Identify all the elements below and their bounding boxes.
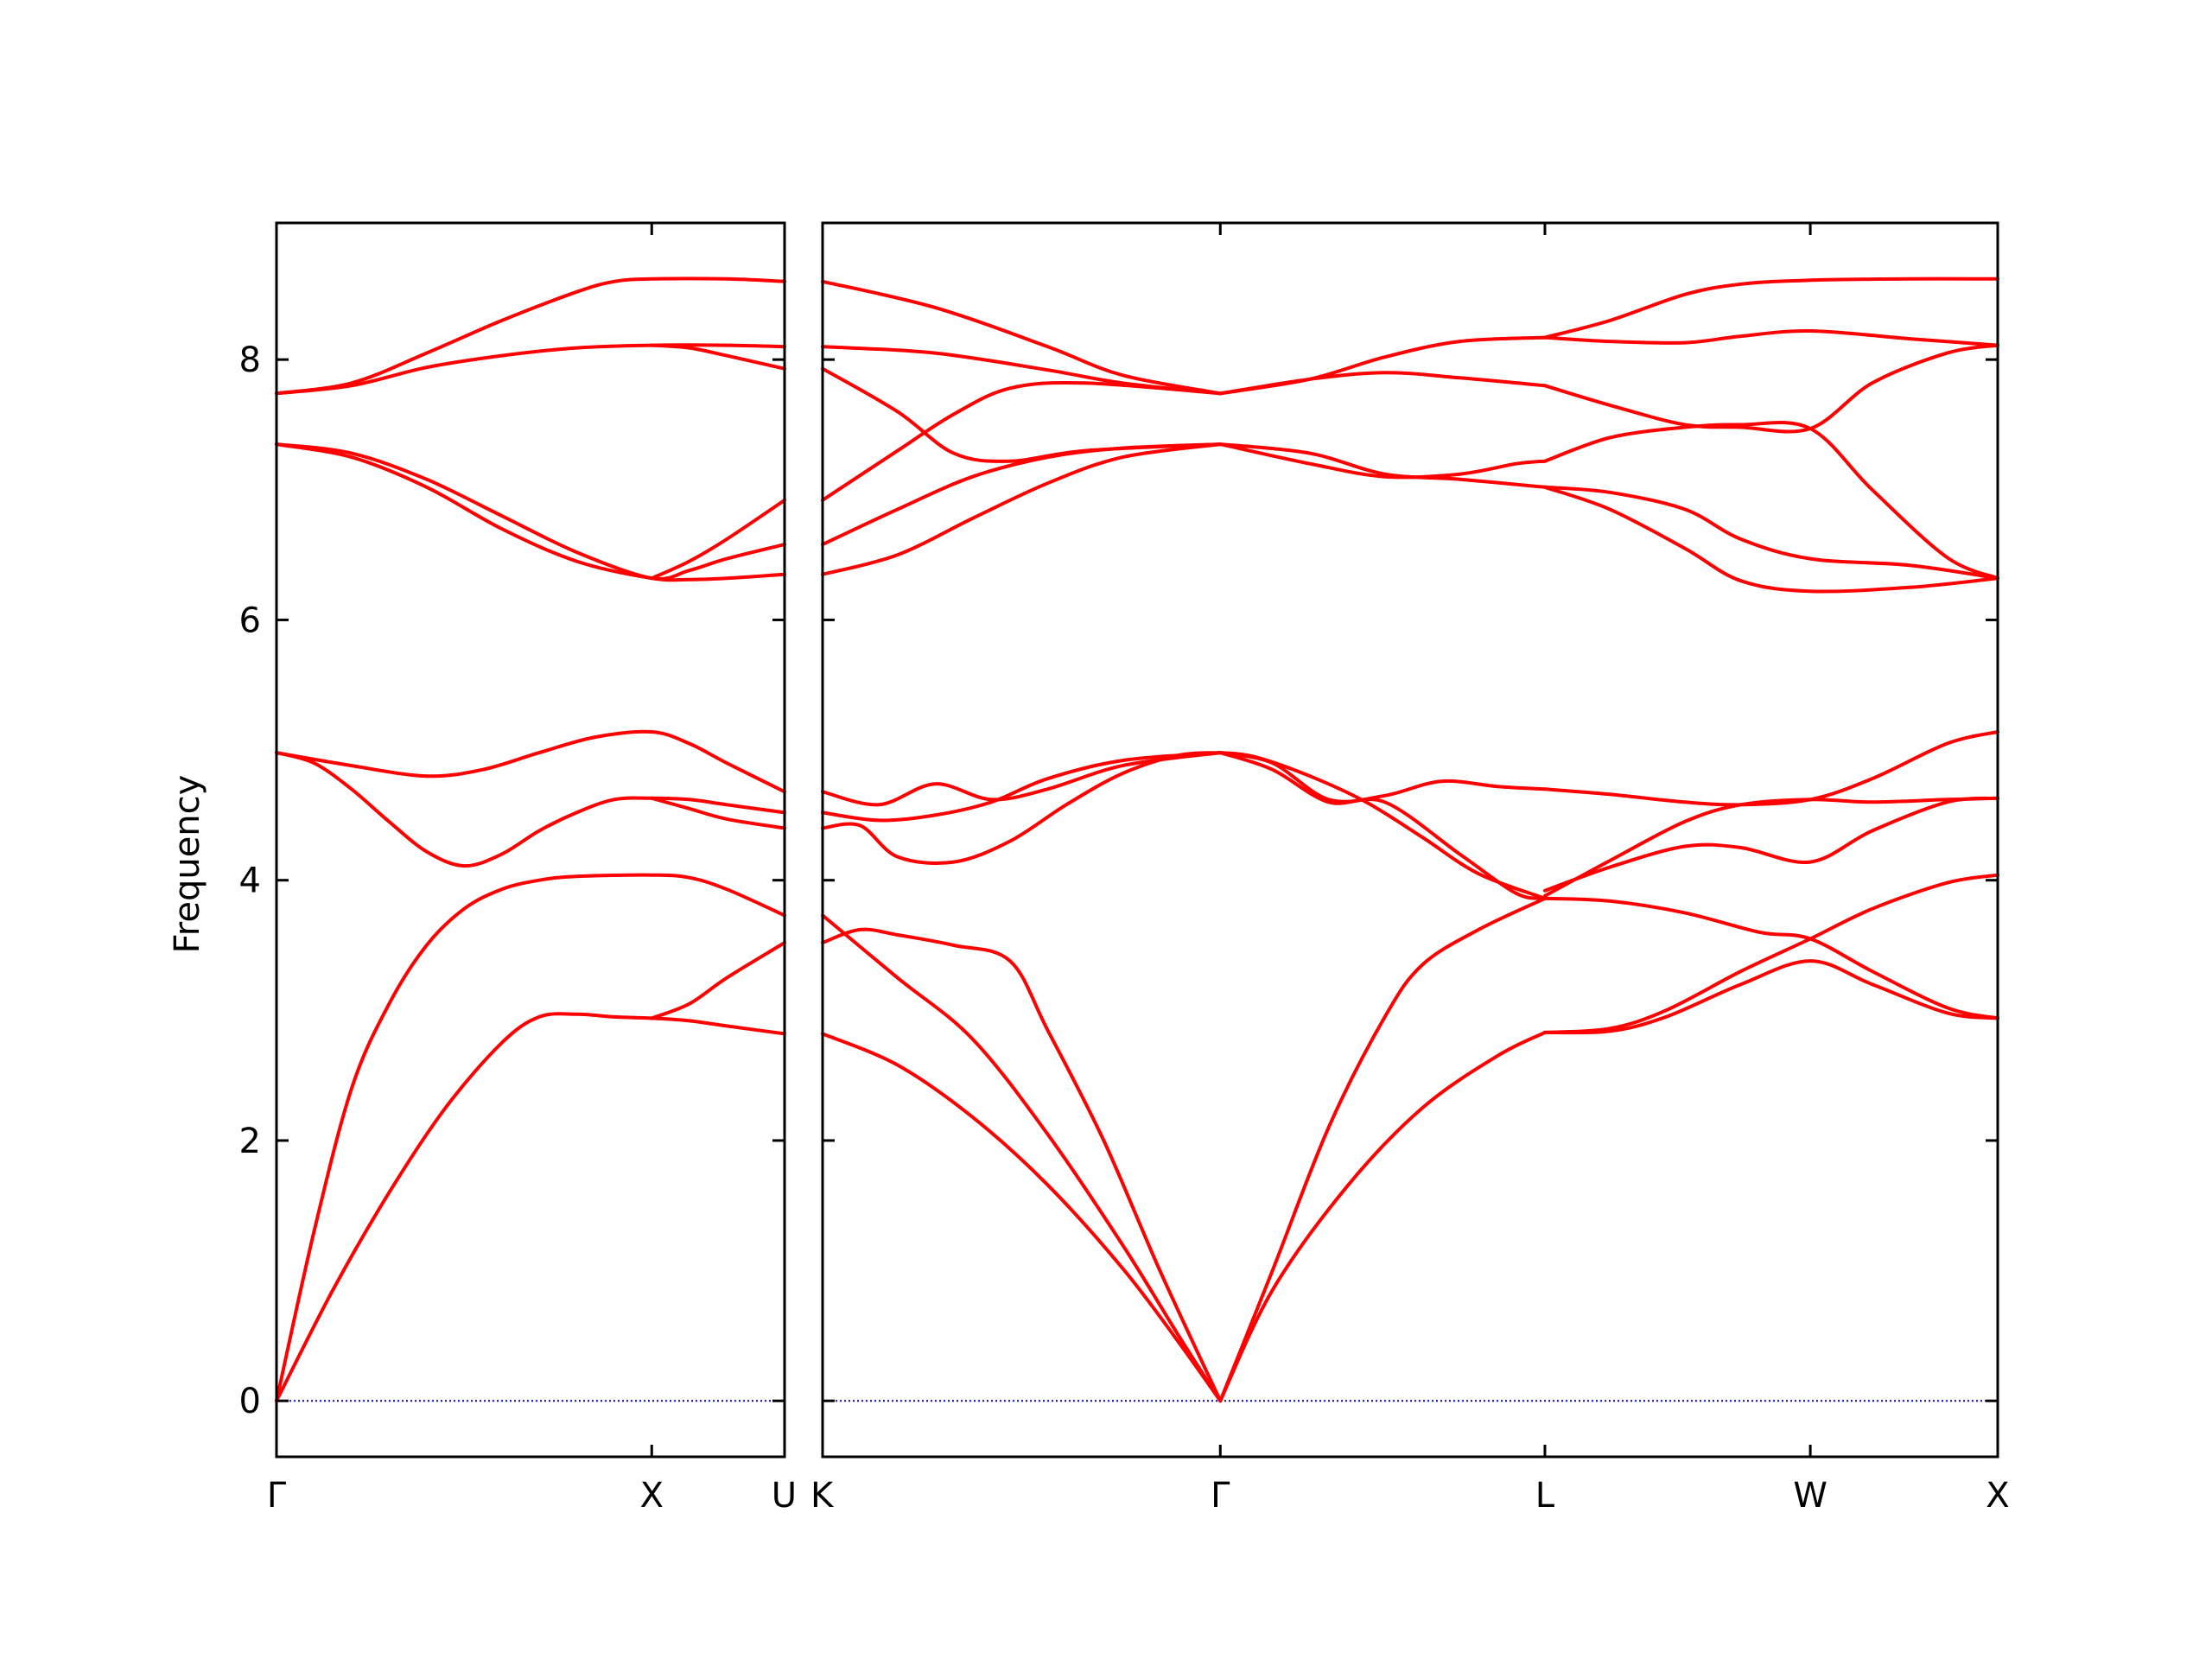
band-line	[275, 442, 786, 581]
band-line	[821, 927, 1223, 1403]
band-line	[650, 498, 786, 581]
band-line	[1543, 959, 1999, 1035]
x-tick-label: L	[1535, 1476, 1555, 1516]
band-line	[1218, 751, 1547, 804]
x-tick-label: U	[772, 1476, 797, 1516]
band-line	[821, 279, 1223, 396]
x-tick-label: Γ	[267, 1476, 287, 1516]
band-line	[1218, 1030, 1547, 1403]
band-line	[275, 1012, 786, 1403]
band-line	[1218, 335, 1547, 396]
band-line	[1543, 485, 1999, 594]
band-line	[1218, 442, 1547, 480]
x-tick-label: Γ	[1211, 1476, 1230, 1516]
band-line	[1543, 421, 1999, 581]
band-line	[650, 796, 786, 830]
band-line	[1543, 343, 1999, 434]
x-tick-label: X	[640, 1476, 664, 1516]
band-line	[821, 366, 1223, 463]
band-line	[650, 343, 786, 371]
band-line	[1218, 896, 1547, 1403]
panel-1: 0 2 4 6 8 Γ X U	[239, 221, 797, 1516]
band-line	[1543, 796, 1999, 893]
band-line	[275, 751, 786, 868]
y-tick-label: 4	[239, 861, 261, 901]
band-line	[1218, 751, 1547, 900]
band-line	[1543, 328, 1999, 347]
band-line	[1543, 276, 1999, 340]
band-line	[1543, 730, 1999, 807]
x-tick-label: K	[810, 1476, 835, 1516]
band-line	[821, 751, 1223, 807]
y-tick-label: 2	[239, 1122, 261, 1161]
band-line	[1543, 485, 1999, 581]
band-line	[275, 873, 786, 1403]
band-line	[821, 913, 1223, 1403]
panel-frame	[275, 221, 786, 1459]
band-line	[275, 276, 786, 396]
band-line	[650, 941, 786, 1020]
band-line	[275, 442, 786, 582]
band-line	[821, 442, 1223, 576]
y-tick-label: 0	[239, 1382, 261, 1421]
band-line	[1218, 442, 1547, 489]
band-line	[1543, 896, 1999, 1020]
y-axis-title: Frequency	[168, 775, 207, 954]
band-line	[1543, 873, 1999, 1034]
band-line	[1543, 796, 1999, 898]
band-line	[275, 729, 786, 794]
y-tick-label: 8	[239, 340, 261, 380]
x-tick-label: X	[1986, 1476, 2009, 1516]
plot-area: 0 2 4 6 8 Γ X U K Γ L W X	[239, 221, 2010, 1516]
band-line	[821, 1032, 1223, 1403]
y-tick-label: 6	[239, 601, 261, 640]
band-line	[275, 343, 786, 396]
panel-frame	[821, 221, 1999, 1459]
x-tick-label: W	[1793, 1476, 1827, 1516]
band-line	[821, 345, 1223, 396]
band-line	[821, 380, 1223, 502]
